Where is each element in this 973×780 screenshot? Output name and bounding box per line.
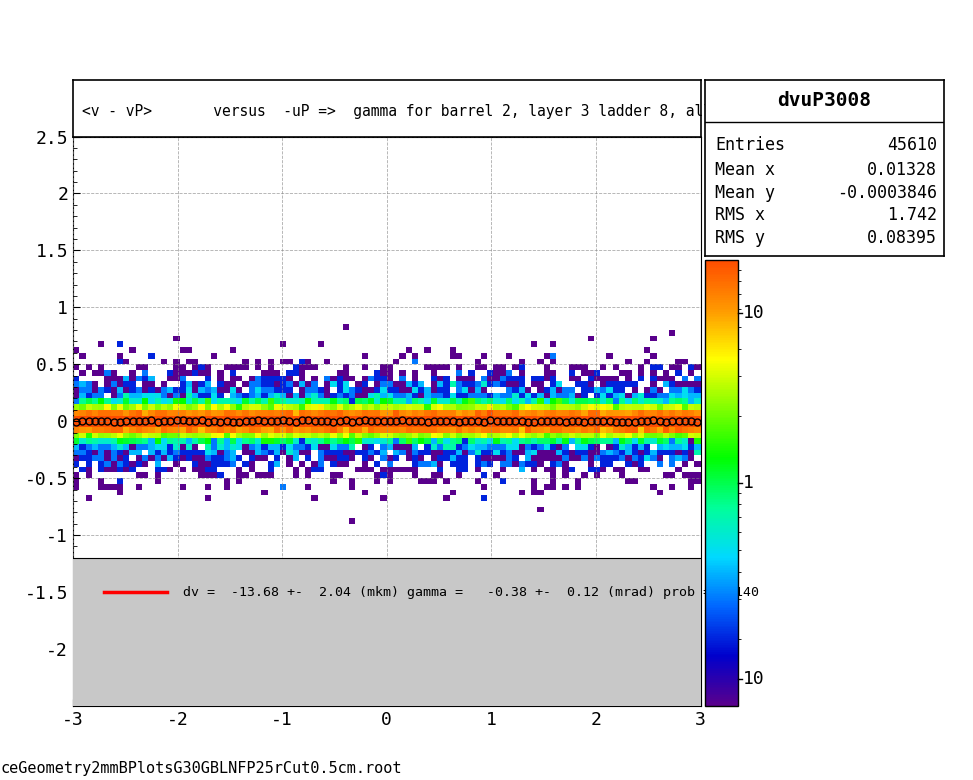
Text: 10: 10: [742, 304, 764, 322]
Text: 1: 1: [742, 473, 753, 492]
Text: Mean y: Mean y: [715, 183, 775, 202]
Text: ceGeometry2mmBPlotsG30GBLNFP25rCut0.5cm.root: ceGeometry2mmBPlotsG30GBLNFP25rCut0.5cm.…: [0, 761, 402, 776]
Text: dv =  -13.68 +-  2.04 (mkm) gamma =   -0.38 +-  0.12 (mrad) prob = 0.140: dv = -13.68 +- 2.04 (mkm) gamma = -0.38 …: [183, 586, 759, 598]
Text: -0.0003846: -0.0003846: [837, 183, 937, 202]
Text: Entries: Entries: [715, 136, 785, 154]
Text: RMS y: RMS y: [715, 229, 765, 247]
Text: RMS x: RMS x: [715, 207, 765, 225]
Text: 1.742: 1.742: [886, 207, 937, 225]
Text: <v - vP>       versus  -uP =>  gamma for barrel 2, layer 3 ladder 8, all wafers: <v - vP> versus -uP => gamma for barrel …: [83, 104, 774, 119]
Text: Mean x: Mean x: [715, 161, 775, 179]
Text: dvuP3008: dvuP3008: [777, 91, 872, 110]
Bar: [73, 558, 701, 706]
Text: 0.01328: 0.01328: [867, 161, 937, 179]
Text: 45610: 45610: [886, 136, 937, 154]
Text: 10: 10: [742, 670, 764, 688]
Text: 0.08395: 0.08395: [867, 229, 937, 247]
